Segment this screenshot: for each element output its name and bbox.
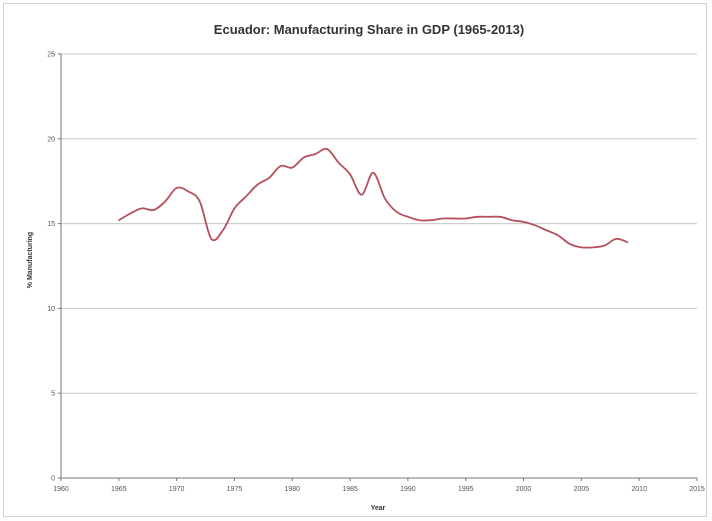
data-point-1998 — [499, 216, 502, 218]
series-line-0 — [118, 147, 628, 249]
axes — [58, 53, 698, 481]
x-tick-label-1975: 1975 — [227, 486, 243, 493]
y-tick-label-20: 20 — [47, 136, 55, 143]
data-point-1974 — [222, 229, 224, 231]
data-point-1991 — [418, 219, 421, 221]
y-tick-label-0: 0 — [51, 476, 55, 483]
data-point-1989 — [395, 211, 397, 213]
x-tick-label-1990: 1990 — [400, 486, 416, 493]
data-point-1971 — [187, 190, 189, 192]
data-point-2002 — [546, 229, 548, 231]
data-point-1972 — [199, 200, 201, 203]
data-point-2008 — [615, 238, 617, 240]
y-tick-label-5: 5 — [51, 391, 55, 398]
data-point-1983 — [326, 148, 328, 150]
x-tick-label-1965: 1965 — [111, 486, 127, 493]
x-tick-label-2015: 2015 — [689, 486, 705, 493]
data-point-1994 — [453, 217, 455, 220]
data-point-1965 — [118, 219, 120, 221]
series-layer — [118, 147, 629, 249]
data-point-1999 — [511, 219, 513, 221]
data-point-1966 — [129, 212, 131, 215]
data-point-1969 — [164, 200, 166, 203]
data-point-2007 — [603, 245, 606, 247]
data-point-1977 — [256, 183, 259, 186]
data-point-1987 — [372, 172, 374, 174]
x-tick-label-1985: 1985 — [342, 486, 358, 493]
data-point-1968 — [152, 209, 155, 211]
y-tick-label-10: 10 — [47, 306, 55, 313]
data-point-2006 — [592, 246, 594, 248]
x-axis-title: Year — [371, 505, 386, 512]
data-point-1967 — [141, 207, 143, 209]
line-chart: Ecuador: Manufacturing Share in GDP (196… — [27, 22, 705, 512]
x-tick-label-1960: 1960 — [53, 486, 69, 493]
gridlines — [61, 53, 697, 394]
data-point-1979 — [280, 165, 282, 167]
x-tick-label-2005: 2005 — [574, 486, 590, 493]
x-tick-label-1980: 1980 — [284, 486, 300, 493]
data-point-1993 — [442, 217, 444, 220]
data-point-1982 — [314, 153, 316, 155]
data-point-2001 — [534, 224, 536, 226]
data-point-1970 — [176, 187, 178, 189]
x-tick-label-1995: 1995 — [458, 486, 474, 493]
data-point-1980 — [291, 167, 293, 169]
y-tick-label-25: 25 — [47, 52, 55, 59]
x-tick-label-2010: 2010 — [631, 486, 647, 493]
data-point-2000 — [522, 221, 525, 223]
data-point-1981 — [303, 156, 305, 159]
data-point-1975 — [233, 207, 236, 209]
data-point-1997 — [488, 216, 490, 218]
data-point-2005 — [580, 246, 582, 248]
y-tick-label-15: 15 — [47, 221, 55, 228]
data-point-1992 — [430, 219, 432, 221]
data-point-1996 — [476, 216, 478, 218]
data-point-1976 — [245, 195, 247, 198]
data-point-2004 — [569, 243, 571, 245]
chart-frame: Ecuador: Manufacturing Share in GDP (196… — [3, 3, 707, 517]
y-axis-title: % Manufacturing — [27, 232, 34, 288]
x-tick-label-2000: 2000 — [516, 486, 532, 493]
data-point-1986 — [361, 194, 363, 196]
data-point-1984 — [337, 161, 340, 164]
tick-labels: 0 5 10 15 20 25 1960 1965 1970 1975 1980 1985 1990 19… — [47, 52, 705, 494]
data-point-1973 — [210, 238, 212, 240]
x-tick-label-1970: 1970 — [169, 486, 185, 493]
chart-title: Ecuador: Manufacturing Share in GDP (196… — [214, 22, 524, 37]
data-point-1978 — [268, 177, 270, 179]
data-point-1988 — [384, 197, 386, 199]
data-point-1990 — [407, 216, 409, 218]
data-point-2009 — [627, 241, 629, 243]
data-point-2003 — [557, 234, 559, 237]
data-point-1985 — [349, 173, 351, 176]
data-point-1995 — [465, 217, 467, 220]
